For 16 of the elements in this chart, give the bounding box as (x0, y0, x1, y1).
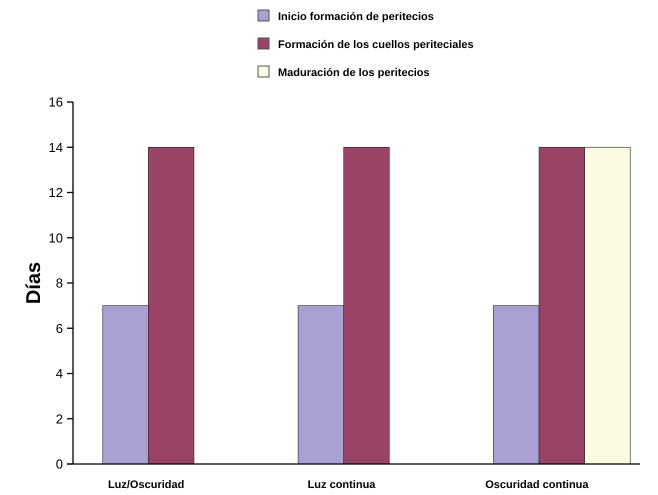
y-tick-label: 2 (56, 411, 63, 426)
legend-label: Formación de los cuellos periteciales (278, 38, 474, 51)
y-tick-label: 0 (56, 456, 63, 472)
legend-label: Inicio formación de peritecios (278, 10, 434, 23)
y-tick-label: 10 (48, 230, 63, 246)
x-tick-label: Oscuridad continua (485, 479, 590, 491)
y-tick-label: 14 (48, 140, 63, 155)
x-tick-label: Luz/Oscuridad (108, 479, 184, 491)
y-tick-label: 6 (56, 320, 63, 336)
legend-label: Maduración de los peritecios (278, 66, 430, 79)
y-tick-label: 16 (48, 94, 63, 110)
y-tick-label: 4 (56, 366, 63, 382)
y-axis-title: Días (23, 262, 45, 304)
y-tick-label: 8 (56, 276, 63, 291)
x-tick-label: Luz continua (308, 479, 376, 491)
y-tick-label: 12 (48, 185, 63, 200)
